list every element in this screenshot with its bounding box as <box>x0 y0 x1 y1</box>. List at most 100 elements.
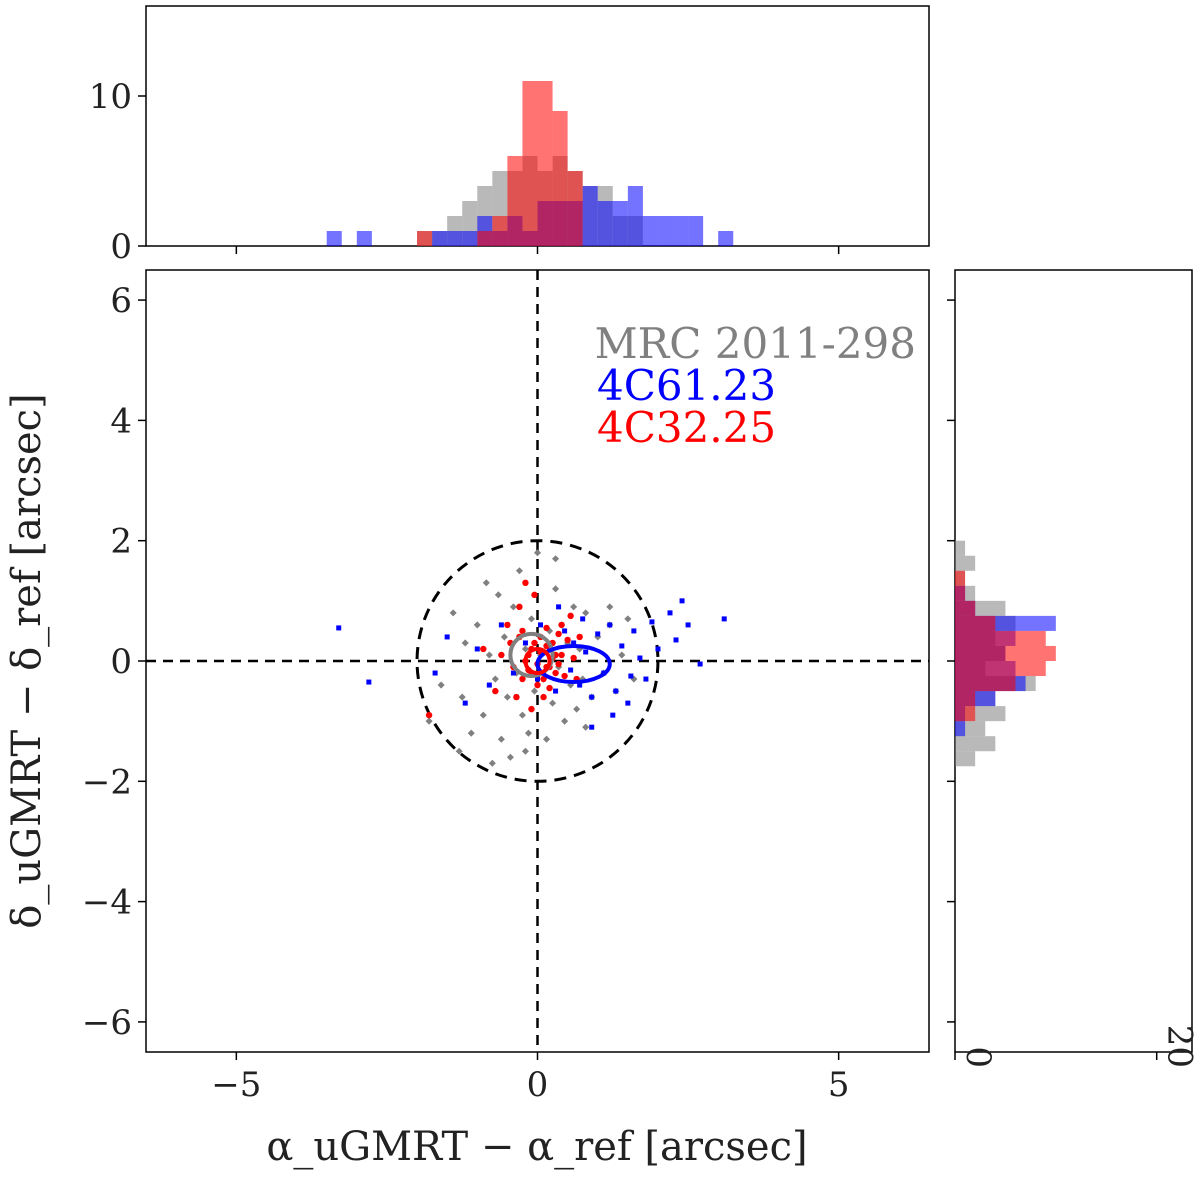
point-s2-0 <box>425 711 433 719</box>
point-s1-2 <box>432 670 438 676</box>
point-s2-18 <box>555 630 562 638</box>
point-s0-8 <box>485 651 493 659</box>
point-s1-42 <box>628 673 634 679</box>
x-tick-label-0: 0 <box>527 1065 549 1105</box>
point-s0-45 <box>618 651 626 659</box>
top-hist-bar-1-6 <box>627 186 643 246</box>
point-s0-50 <box>552 555 560 563</box>
top-hist-bar-2--1 <box>522 81 538 246</box>
point-s0-18 <box>518 711 526 719</box>
error-ellipse-1 <box>535 643 612 685</box>
point-s1-34 <box>697 661 703 667</box>
point-s0-15 <box>509 603 517 611</box>
point-s1-31 <box>673 637 679 643</box>
top-hist-bar-1--6 <box>447 231 463 246</box>
point-s0-21 <box>527 615 536 623</box>
point-s0-6 <box>479 711 487 719</box>
point-s0-4 <box>467 729 475 737</box>
point-s1-26 <box>637 655 643 661</box>
error-ellipse-0 <box>508 631 555 679</box>
point-s1-17 <box>583 649 589 655</box>
point-s1-0 <box>336 625 342 631</box>
top-hist-bar-1--14 <box>326 231 342 246</box>
point-s0-29 <box>552 585 560 593</box>
x-tick-label--5: −5 <box>211 1065 261 1105</box>
point-s1-22 <box>613 688 619 694</box>
point-s1-24 <box>625 700 631 706</box>
point-s2-27 <box>516 603 523 611</box>
point-s0-51 <box>521 747 529 755</box>
point-s1-38 <box>556 604 562 610</box>
right-hist-tick-label-0: 0 <box>958 1046 998 1068</box>
point-s0-19 <box>521 645 529 653</box>
point-s0-12 <box>500 633 508 641</box>
point-s2-31 <box>498 651 505 659</box>
y-tick-label-4: 4 <box>110 401 132 441</box>
point-s0-54 <box>582 723 590 731</box>
y-tick-label-2: 2 <box>110 522 132 562</box>
point-s2-29 <box>558 621 565 629</box>
point-s1-36 <box>589 724 595 730</box>
y-tick-label-0: 0 <box>110 642 132 682</box>
point-s2-6 <box>519 675 526 683</box>
point-s2-32 <box>543 624 550 632</box>
point-s2-7 <box>522 579 529 586</box>
top-hist-tick-label-10: 10 <box>89 77 132 117</box>
y-tick-label--6: −6 <box>82 1003 132 1043</box>
point-s0-49 <box>488 759 496 767</box>
point-s1-5 <box>474 646 480 652</box>
top-hist-bar-1-10 <box>688 216 704 246</box>
right-histogram <box>955 540 1056 767</box>
y-axis-label: δ_uGMRT − δ_ref [arcsec] <box>4 393 50 928</box>
point-s1-13 <box>562 628 568 634</box>
point-s0-2 <box>455 747 463 755</box>
point-s1-18 <box>589 694 595 700</box>
point-s1-39 <box>538 622 544 628</box>
legend-entry-4c61: 4C61.23 <box>597 361 776 410</box>
point-s1-8 <box>510 670 516 676</box>
top-hist-bar-2-1 <box>552 111 568 246</box>
point-s0-3 <box>461 639 469 647</box>
top-hist-bar-2-0 <box>537 81 553 246</box>
right-hist-bar-1--5 <box>955 721 966 737</box>
point-s0-39 <box>582 609 590 617</box>
point-s0-17 <box>515 567 523 575</box>
point-s1-19 <box>595 631 601 637</box>
point-s0-26 <box>542 735 551 743</box>
top-hist-bar-2--3 <box>492 216 508 246</box>
point-s0-32 <box>561 717 569 725</box>
point-s2-19 <box>558 651 565 659</box>
top-hist-bar-1-4 <box>597 201 613 246</box>
point-s0-7 <box>482 579 490 587</box>
point-s1-27 <box>643 676 649 682</box>
point-s1-35 <box>721 616 727 622</box>
point-s1-7 <box>498 622 504 628</box>
top-hist-bar-1-9 <box>673 216 689 246</box>
top-hist-tick-label-0: 0 <box>110 227 132 267</box>
point-s1-6 <box>486 682 492 688</box>
point-s0-53 <box>458 693 466 701</box>
point-s2-20 <box>561 672 568 680</box>
point-s1-10 <box>535 676 540 682</box>
point-s0-52 <box>606 603 614 611</box>
point-s2-21 <box>564 636 571 644</box>
point-s1-21 <box>607 622 613 628</box>
y-tick-label--4: −4 <box>82 883 132 923</box>
top-hist-bar-2--8 <box>417 231 433 246</box>
right-hist-bar-2--1 <box>955 661 1046 677</box>
point-s0-23 <box>533 549 542 557</box>
legend-entry-mrc: MRC 2011-298 <box>595 319 916 368</box>
point-s1-29 <box>655 646 661 652</box>
right-hist-bar-2--3 <box>955 691 976 707</box>
point-s2-42 <box>519 627 526 635</box>
point-s0-22 <box>530 687 539 695</box>
point-s2-33 <box>534 681 541 689</box>
point-s2-2 <box>492 687 499 695</box>
axis-ticks: −5 0 5 −6 −4 −2 0 2 4 6 0 10 0 20 <box>82 77 1200 1105</box>
top-hist-bar-1--5 <box>462 231 478 246</box>
point-s0-1 <box>449 609 457 617</box>
point-s1-23 <box>619 643 625 649</box>
right-hist-bar-2-3 <box>955 600 976 616</box>
point-s0-5 <box>473 621 481 629</box>
